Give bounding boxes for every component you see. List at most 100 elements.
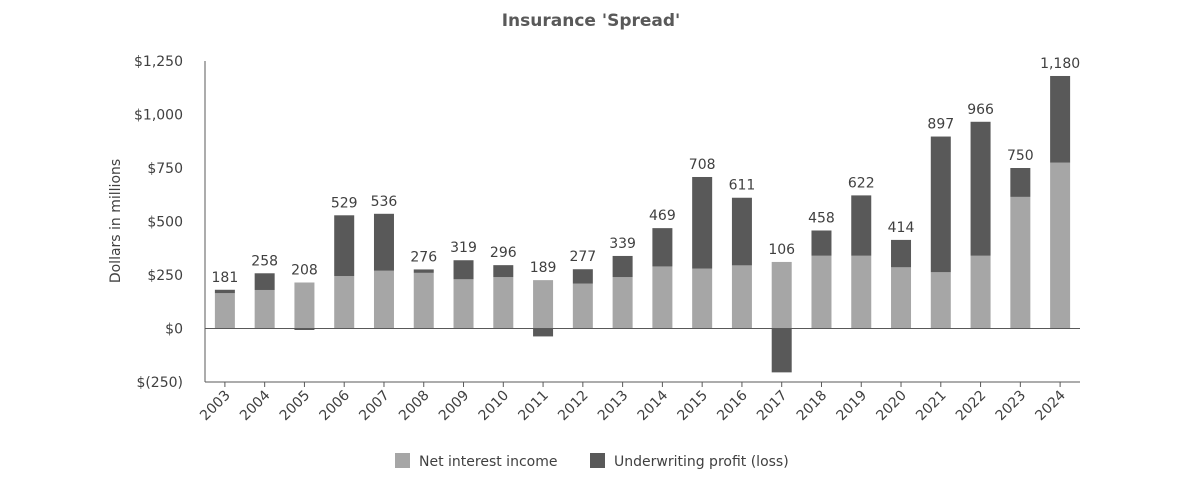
bar-net-interest-income-2019 (851, 255, 872, 329)
bar-net-interest-income-2011 (533, 280, 554, 329)
bar-net-interest-income-2006 (334, 276, 355, 329)
y-tick-label: $0 (165, 322, 183, 338)
x-tick-label-2012: 2012 (555, 388, 592, 425)
bar-net-interest-income-2022 (970, 255, 991, 329)
total-label-2008: 276 (410, 249, 437, 265)
bar-net-interest-income-2024 (1050, 162, 1071, 329)
y-tick-label: $250 (147, 268, 183, 284)
x-tick-label-2013: 2013 (595, 388, 632, 425)
total-labels-group: 181 258 208 529 536 276 319 296 189 277 339 469 708 6… (212, 56, 1081, 286)
x-tick-label-2009: 2009 (436, 388, 473, 425)
bar-underwriting-profit-2024 (1050, 75, 1071, 163)
bars-group (214, 75, 1071, 373)
x-tick-label-2005: 2005 (277, 388, 314, 425)
total-label-2005: 208 (291, 262, 318, 278)
bar-underwriting-profit-2014 (652, 228, 673, 267)
total-label-2022: 966 (967, 102, 994, 118)
bar-underwriting-profit-2003 (214, 289, 235, 294)
bar-net-interest-income-2017 (771, 261, 792, 329)
bar-net-interest-income-2003 (214, 293, 235, 329)
x-tick-label-2022: 2022 (953, 388, 990, 425)
total-label-2011: 189 (530, 260, 557, 276)
bar-underwriting-profit-2020 (891, 239, 912, 268)
bar-net-interest-income-2008 (413, 272, 434, 329)
x-tick-label-2007: 2007 (356, 388, 393, 425)
total-label-2018: 458 (808, 210, 835, 226)
bar-underwriting-profit-2007 (373, 213, 394, 271)
bar-underwriting-profit-2017 (771, 328, 792, 373)
bar-underwriting-profit-2005 (294, 328, 315, 330)
bar-underwriting-profit-2022 (970, 121, 991, 256)
total-label-2024: 1,180 (1040, 56, 1080, 72)
bar-underwriting-profit-2023 (1010, 168, 1031, 197)
bar-net-interest-income-2020 (891, 267, 912, 329)
bar-underwriting-profit-2011 (533, 328, 554, 337)
x-tick-label-2008: 2008 (396, 388, 433, 425)
legend-label-underwriting-profit: Underwriting profit (loss) (614, 454, 789, 470)
bar-net-interest-income-2014 (652, 266, 673, 329)
x-tick-label-2024: 2024 (1032, 387, 1069, 424)
x-tick-label-2003: 2003 (197, 388, 234, 425)
total-label-2003: 181 (212, 270, 239, 286)
chart-title: Insurance 'Spread' (502, 11, 681, 31)
y-axis-label: Dollars in millions (108, 159, 124, 283)
bar-underwriting-profit-2012 (572, 269, 593, 284)
total-label-2020: 414 (888, 220, 915, 236)
legend-swatch-net-interest-income (395, 453, 410, 468)
bar-net-interest-income-2023 (1010, 196, 1031, 329)
total-label-2012: 277 (569, 249, 596, 265)
x-tick-label-2011: 2011 (515, 388, 552, 425)
total-label-2016: 611 (729, 178, 756, 194)
bar-underwriting-profit-2010 (493, 265, 514, 278)
x-tick-label-2021: 2021 (913, 388, 950, 425)
x-tick-label-2016: 2016 (714, 387, 751, 424)
bar-underwriting-profit-2018 (811, 230, 832, 256)
x-tick-label-2004: 2004 (237, 387, 274, 424)
total-label-2017: 106 (768, 242, 795, 258)
legend-swatch-underwriting-profit (590, 453, 605, 468)
total-label-2015: 708 (689, 157, 716, 173)
bar-net-interest-income-2009 (453, 279, 474, 329)
bar-net-interest-income-2013 (612, 277, 633, 329)
x-tick-label-2017: 2017 (754, 388, 791, 425)
y-tick-label: $500 (147, 215, 183, 231)
legend-label-net-interest-income: Net interest income (419, 454, 557, 470)
x-tick-label-2019: 2019 (834, 388, 871, 425)
total-label-2023: 750 (1007, 148, 1034, 164)
y-tick-label: $1,000 (134, 108, 183, 124)
bar-underwriting-profit-2015 (692, 176, 713, 269)
y-axis: $(250) $0 $250 $500 $750 $1,000 $1,250 (134, 54, 183, 391)
x-tick-label-2023: 2023 (993, 388, 1030, 425)
bar-underwriting-profit-2008 (413, 269, 434, 273)
total-label-2013: 339 (609, 236, 636, 252)
y-tick-label: $750 (147, 161, 183, 177)
bar-underwriting-profit-2006 (334, 215, 355, 277)
bar-net-interest-income-2004 (254, 289, 275, 329)
x-axis: 2003 2004 2005 2006 2007 2008 2009 2010 2011 2012… (197, 382, 1069, 424)
bar-net-interest-income-2018 (811, 255, 832, 329)
bar-underwriting-profit-2013 (612, 255, 633, 278)
y-tick-label: $(250) (136, 375, 183, 391)
bar-underwriting-profit-2016 (731, 197, 752, 266)
total-label-2009: 319 (450, 240, 477, 256)
total-label-2019: 622 (848, 175, 875, 191)
bar-underwriting-profit-2021 (930, 136, 951, 273)
total-label-2021: 897 (927, 117, 954, 133)
x-tick-label-2020: 2020 (873, 388, 910, 425)
bar-net-interest-income-2005 (294, 282, 315, 329)
x-tick-label-2015: 2015 (674, 388, 711, 425)
total-label-2006: 529 (331, 195, 358, 211)
total-label-2004: 258 (251, 253, 278, 269)
bar-net-interest-income-2016 (731, 265, 752, 329)
bar-underwriting-profit-2004 (254, 273, 275, 290)
x-tick-label-2014: 2014 (635, 387, 672, 424)
total-label-2010: 296 (490, 245, 517, 261)
x-tick-label-2006: 2006 (317, 387, 354, 424)
bar-underwriting-profit-2009 (453, 260, 474, 280)
y-tick-label: $1,250 (134, 54, 183, 70)
bar-net-interest-income-2021 (930, 272, 951, 329)
bar-net-interest-income-2015 (692, 268, 713, 329)
x-tick-label-2018: 2018 (794, 388, 831, 425)
